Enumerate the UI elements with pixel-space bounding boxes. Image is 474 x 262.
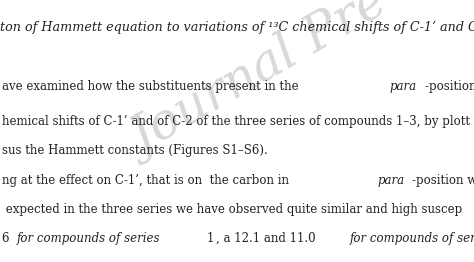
Text: for compounds of series: for compounds of series bbox=[17, 232, 164, 245]
Text: sus the Hammett constants (Figures S1–S6).: sus the Hammett constants (Figures S1–S6… bbox=[2, 144, 268, 157]
Text: ave examined how the substituents present in the: ave examined how the substituents presen… bbox=[2, 80, 302, 93]
Text: para: para bbox=[377, 174, 404, 187]
Text: 1: 1 bbox=[207, 232, 214, 245]
Text: ng at the effect on C-1’, that is on  the carbon in: ng at the effect on C-1’, that is on the… bbox=[2, 174, 293, 187]
Text: hemical shifts of C-1’ and of C-2 of the three series of compounds 1–3, by plott: hemical shifts of C-1’ and of C-2 of the… bbox=[2, 115, 470, 128]
Text: -position of the 2-aryl ri: -position of the 2-aryl ri bbox=[425, 80, 474, 93]
Text: Journal Pre: Journal Pre bbox=[124, 0, 397, 167]
Text: expected in the three series we have observed quite similar and high suscep: expected in the three series we have obs… bbox=[2, 203, 462, 216]
Text: , a 12.1 and 11.0: , a 12.1 and 11.0 bbox=[216, 232, 319, 245]
Text: -position with respect: -position with respect bbox=[412, 174, 474, 187]
Text: ton of Hammett equation to variations of ¹³C chemical shifts of C-1’ and C-2: ton of Hammett equation to variations of… bbox=[0, 21, 474, 34]
Text: 6: 6 bbox=[2, 232, 13, 245]
Text: for compounds of series: for compounds of series bbox=[349, 232, 474, 245]
Text: para: para bbox=[390, 80, 417, 93]
